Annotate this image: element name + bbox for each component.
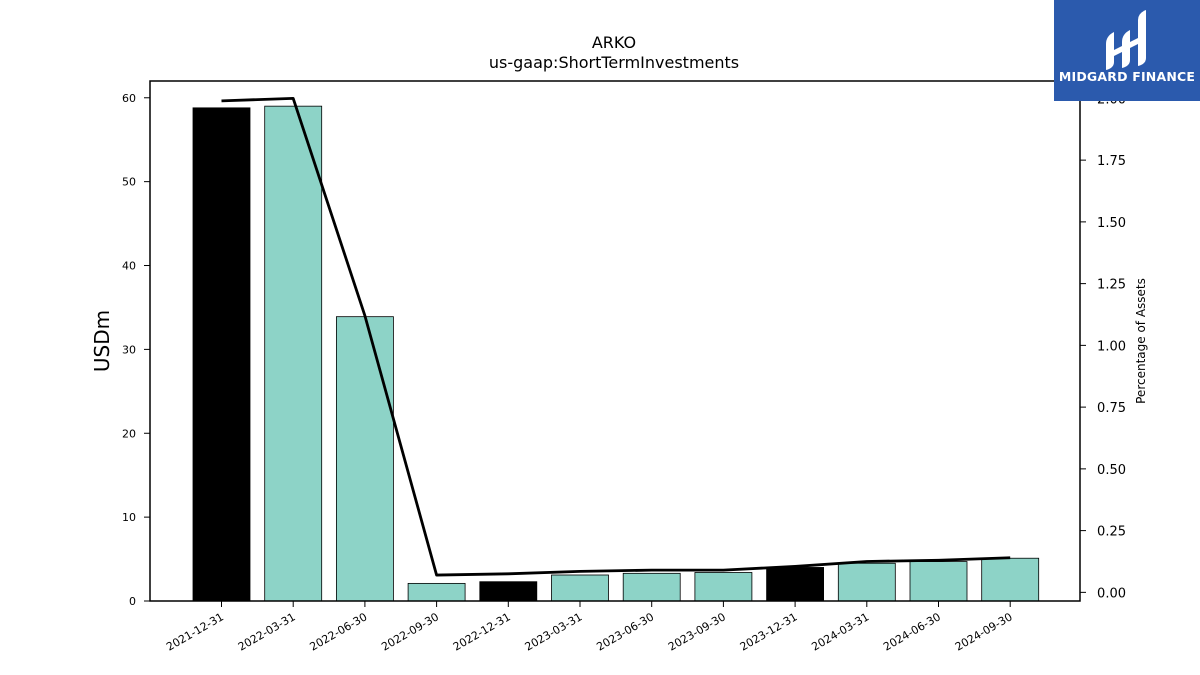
x-tick-label: 2024-09-30 [953, 610, 1015, 653]
left-axis: 0 10 20 30 40 50 60 [122, 92, 150, 608]
logo: MIDGARD FINANCE [1054, 0, 1200, 101]
y2-axis-label: Percentage of Assets [1134, 278, 1148, 404]
y2-tick-label: 1.75 [1097, 154, 1126, 169]
y-tick-label: 50 [122, 176, 136, 189]
x-tick-label: 2023-03-31 [523, 610, 585, 653]
y-tick-label: 40 [122, 260, 136, 273]
bar-2022-06-30 [335, 316, 394, 602]
bar-2024-09-30 [981, 557, 1040, 602]
bar-2023-06-30 [622, 572, 681, 602]
plot-frame [149, 80, 1081, 602]
y2-tick-label: 0.50 [1097, 463, 1126, 478]
y-tick-label: 30 [122, 343, 136, 356]
bar-2022-12-31 [479, 581, 538, 602]
bar-2022-09-30 [407, 582, 466, 602]
x-tick-label: 2022-09-30 [379, 610, 441, 653]
y-tick-label: 10 [122, 511, 136, 524]
x-tick-label: 2024-06-30 [881, 610, 943, 653]
y2-tick-label: 1.50 [1097, 216, 1126, 231]
bar-2021-12-31 [192, 107, 251, 602]
x-tick-label: 2024-03-31 [809, 610, 871, 653]
bar-2023-09-30 [694, 572, 753, 602]
chart-subtitle: us-gaap:ShortTermInvestments [489, 53, 739, 72]
x-tick-label: 2021-12-31 [164, 610, 226, 653]
logo-mark-icon [1106, 10, 1146, 70]
y2-tick-label: 1.00 [1097, 339, 1126, 354]
x-axis: 2021-12-31 2022-03-31 2022-06-30 2022-09-30… [164, 601, 1015, 654]
x-tick-label: 2022-06-30 [308, 610, 370, 653]
logo-text: MIDGARD FINANCE [1059, 69, 1195, 84]
bar-2023-12-31 [766, 567, 824, 602]
x-tick-label: 2023-12-31 [738, 610, 800, 653]
y-axis-label: USDm [90, 310, 114, 372]
y2-tick-label: 0.75 [1097, 401, 1126, 416]
percentage-line [221, 96, 1011, 577]
bar-2023-03-31 [551, 574, 609, 602]
chart-title: ARKO [592, 33, 636, 52]
y2-tick-label: 0.25 [1097, 525, 1126, 540]
line-layer [221, 96, 1011, 577]
y2-tick-label: 1.25 [1097, 278, 1126, 293]
y-tick-label: 60 [122, 92, 136, 105]
x-tick-label: 2022-03-31 [236, 610, 298, 653]
bar-2022-03-31 [264, 105, 323, 602]
y2-tick-label: 0.00 [1097, 586, 1126, 601]
x-tick-label: 2022-12-31 [451, 610, 513, 653]
right-axis: 0.000.250.500.751.001.251.501.752.00 [1080, 92, 1126, 601]
bar-2024-03-31 [837, 562, 896, 602]
y-tick-label: 0 [129, 595, 136, 608]
x-tick-label: 2023-06-30 [594, 610, 656, 653]
y-tick-label: 20 [122, 427, 136, 440]
x-tick-label: 2023-09-30 [666, 610, 728, 653]
bar-2024-06-30 [909, 561, 968, 602]
